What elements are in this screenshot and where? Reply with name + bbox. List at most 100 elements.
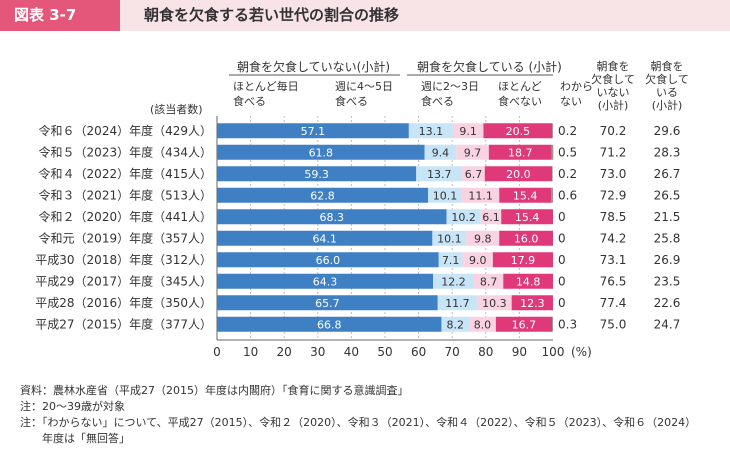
note-unknown: 注：「わからない」について、平成27（2015）、令和２（2020）、令和３（2… [20, 416, 697, 429]
bar-value-label: 12.2 [441, 275, 466, 288]
unknown-value-label: 0 [558, 253, 566, 267]
x-tick-label: 0 [213, 345, 221, 359]
bar-segment [217, 123, 409, 139]
bar-segment [483, 123, 553, 139]
unknown-value-label: 0.6 [558, 188, 577, 202]
category-label: 令和元（2019）年度（357人） [39, 230, 212, 245]
bar-segment [217, 166, 417, 182]
bar-segment [217, 209, 447, 225]
bar-value-label: 68.3 [319, 211, 344, 224]
bar-value-label: 10.1 [437, 232, 462, 245]
header-bar: 図表 3-7 朝食を欠食する若い世代の割合の推移 [0, 0, 730, 31]
bar-segment [217, 230, 433, 246]
bar-segment [499, 230, 553, 246]
category-label: 令和２（2020）年度（441人） [39, 209, 212, 224]
bar-value-label: 57.1 [301, 125, 326, 138]
bar-segment [484, 166, 552, 182]
bar-value-label: 10.1 [433, 189, 458, 202]
bar-segment [217, 273, 434, 289]
bar-segment [503, 273, 553, 289]
col-header-not-skipping: 朝食を [597, 59, 630, 73]
x-tick-label: 100 [542, 345, 565, 359]
col-header-not-skipping: いない [597, 86, 630, 99]
bar-value-label: 20.5 [506, 125, 531, 138]
bar-value-label: 8.7 [480, 275, 498, 288]
unknown-value-label: 0 [558, 296, 566, 310]
bar-segment [452, 123, 484, 139]
note-unknown-cont: 年度は「無回答」 [42, 432, 130, 445]
subtotal-not-skipping: 76.5 [600, 274, 627, 288]
bar-segment [462, 252, 493, 268]
bar-value-label: 6.1 [482, 211, 500, 224]
note-target: 注：20～39歳が対象 [20, 400, 125, 413]
bar-value-label: 59.3 [304, 168, 329, 181]
bar-segment [437, 295, 478, 311]
subtotal-not-skipping: 73.0 [600, 167, 627, 181]
bar-segment [441, 316, 469, 332]
x-tick-label: 10 [243, 345, 258, 359]
bar-segment [217, 187, 429, 203]
bar-segment-unknown [550, 187, 553, 203]
unknown-value-label: 0 [558, 210, 566, 224]
legend-group-not-skipping: 朝食を欠食していない(小計) [237, 59, 390, 74]
col-header-skipping: 欠食して [645, 72, 689, 86]
category-label: 令和５（2023）年度（434人） [39, 144, 212, 159]
category-label: 平成28（2016）年度（350人） [35, 295, 212, 310]
figure-number: 図表 3-7 [0, 0, 120, 31]
subtotal-skipping: 21.5 [654, 210, 681, 224]
bar-value-label: 10.2 [451, 211, 476, 224]
subtotal-skipping: 24.7 [654, 317, 681, 331]
subtotal-not-skipping: 74.2 [600, 231, 627, 245]
subtotal-not-skipping: 70.2 [600, 124, 627, 138]
bar-segment [433, 273, 475, 289]
bar-segment [446, 209, 481, 225]
figure-title: 朝食を欠食する若い世代の割合の推移 [144, 6, 400, 24]
notes: 資料：農林水産省（平成27（2015）年度は内閣府）「食育に関する意識調査」 注… [20, 383, 696, 447]
bar-segment [438, 252, 463, 268]
x-tick-label: 80 [478, 345, 493, 359]
legend-cat4: ほとんど [498, 80, 542, 93]
subtotal-skipping: 28.3 [654, 145, 681, 159]
bar-segment [461, 187, 500, 203]
bar-value-label: 16.7 [512, 318, 537, 331]
bar-value-label: 15.4 [515, 211, 540, 224]
subtotal-not-skipping: 72.9 [600, 188, 627, 202]
bar-segment [469, 316, 496, 332]
bar-value-label: 20.0 [506, 168, 531, 181]
legend-cat2: 週に4～5日 [335, 80, 393, 93]
bar-segment [217, 295, 438, 311]
legend-cat4: 食べない [498, 94, 542, 108]
bar-value-label: 9.7 [464, 146, 482, 159]
bar-value-label: 65.7 [315, 297, 340, 310]
bar-value-label: 9.4 [432, 146, 450, 159]
subtotal-skipping: 25.8 [654, 231, 681, 245]
bar-segment [488, 144, 552, 160]
bar-segment-unknown [551, 316, 553, 332]
bar-segment-unknown [552, 123, 553, 139]
bar-value-label: 8.2 [446, 318, 464, 331]
category-label: 令和３（2021）年度（513人） [39, 187, 212, 202]
bar-value-label: 6.7 [465, 168, 483, 181]
col-header-skipping: いる [656, 86, 678, 99]
bar-value-label: 9.1 [459, 125, 477, 138]
bar-segment [477, 295, 512, 311]
x-tick-label: 20 [277, 345, 292, 359]
bar-segment [217, 316, 442, 332]
bar-segment [428, 187, 462, 203]
x-tick-label: 50 [377, 345, 392, 359]
bar-value-label: 12.3 [520, 297, 545, 310]
bar-value-label: 64.3 [313, 275, 338, 288]
bar-segment [217, 252, 439, 268]
bar-segment [462, 166, 485, 182]
col-header-not-skipping: (小計) [598, 98, 629, 112]
respondents-label: (該当者数) [150, 102, 203, 116]
category-label: 平成29（2017）年度（345人） [35, 273, 212, 288]
unknown-value-label: 0 [558, 274, 566, 288]
bar-value-label: 11.7 [445, 297, 470, 310]
bar-segment [416, 166, 463, 182]
bar-segment [408, 123, 453, 139]
x-tick-label: 70 [445, 345, 460, 359]
unknown-value-label: 0.2 [558, 167, 577, 181]
bar-value-label: 64.1 [312, 232, 337, 245]
bar-value-label: 15.4 [513, 189, 538, 202]
